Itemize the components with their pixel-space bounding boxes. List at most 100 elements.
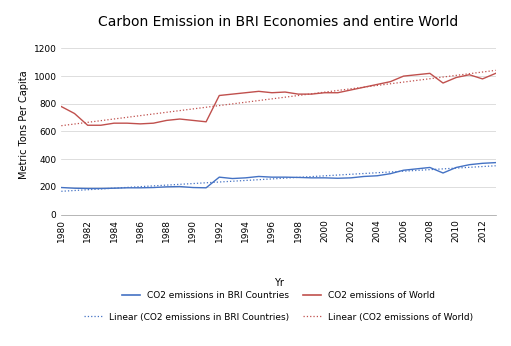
Linear (CO2 emissions in BRI Countries) bbox=[335, 173, 341, 177]
CO2 emissions of World bbox=[493, 71, 499, 75]
Linear (CO2 emissions of World) bbox=[150, 112, 156, 116]
Linear (CO2 emissions of World) bbox=[124, 115, 130, 119]
CO2 emissions of World bbox=[466, 73, 472, 77]
CO2 emissions of World bbox=[150, 121, 156, 125]
Linear (CO2 emissions in BRI Countries) bbox=[85, 188, 91, 192]
Linear (CO2 emissions in BRI Countries) bbox=[269, 177, 275, 181]
Linear (CO2 emissions in BRI Countries) bbox=[164, 183, 170, 187]
CO2 emissions of World bbox=[387, 80, 393, 84]
CO2 emissions in BRI Countries bbox=[374, 174, 380, 178]
Linear (CO2 emissions of World) bbox=[190, 107, 196, 111]
Linear (CO2 emissions in BRI Countries) bbox=[111, 186, 117, 190]
CO2 emissions in BRI Countries bbox=[216, 175, 222, 179]
Linear (CO2 emissions of World) bbox=[479, 70, 485, 74]
Linear (CO2 emissions of World) bbox=[453, 73, 459, 78]
CO2 emissions of World bbox=[256, 89, 262, 93]
CO2 emissions in BRI Countries bbox=[150, 185, 156, 190]
Linear (CO2 emissions of World) bbox=[374, 83, 380, 88]
Linear (CO2 emissions in BRI Countries) bbox=[243, 179, 249, 183]
Text: Yr: Yr bbox=[273, 278, 284, 288]
CO2 emissions in BRI Countries bbox=[72, 186, 78, 190]
Linear (CO2 emissions in BRI Countries) bbox=[479, 164, 485, 169]
Linear (CO2 emissions in BRI Countries) bbox=[493, 164, 499, 168]
CO2 emissions in BRI Countries bbox=[295, 175, 301, 180]
Linear (CO2 emissions of World) bbox=[203, 105, 209, 109]
Linear (CO2 emissions in BRI Countries) bbox=[124, 185, 130, 190]
Linear (CO2 emissions of World) bbox=[308, 92, 314, 96]
Line: CO2 emissions in BRI Countries: CO2 emissions in BRI Countries bbox=[61, 163, 496, 189]
CO2 emissions of World bbox=[203, 120, 209, 124]
CO2 emissions of World bbox=[98, 123, 104, 127]
Linear (CO2 emissions of World) bbox=[72, 122, 78, 126]
Linear (CO2 emissions of World) bbox=[282, 95, 288, 99]
Linear (CO2 emissions of World) bbox=[493, 68, 499, 72]
Linear (CO2 emissions in BRI Countries) bbox=[282, 176, 288, 180]
CO2 emissions in BRI Countries bbox=[427, 165, 433, 170]
CO2 emissions in BRI Countries bbox=[387, 172, 393, 176]
Linear (CO2 emissions in BRI Countries) bbox=[387, 170, 393, 174]
Linear (CO2 emissions of World) bbox=[216, 103, 222, 108]
Linear (CO2 emissions of World) bbox=[229, 102, 236, 106]
Linear (CO2 emissions in BRI Countries) bbox=[256, 177, 262, 182]
CO2 emissions of World bbox=[335, 91, 341, 95]
CO2 emissions in BRI Countries bbox=[269, 175, 275, 179]
Line: Linear (CO2 emissions in BRI Countries): Linear (CO2 emissions in BRI Countries) bbox=[61, 166, 496, 191]
CO2 emissions in BRI Countries bbox=[177, 184, 183, 189]
CO2 emissions in BRI Countries bbox=[282, 175, 288, 179]
CO2 emissions of World bbox=[72, 111, 78, 116]
Linear (CO2 emissions of World) bbox=[164, 110, 170, 114]
CO2 emissions of World bbox=[111, 121, 117, 125]
CO2 emissions in BRI Countries bbox=[190, 185, 196, 190]
CO2 emissions in BRI Countries bbox=[256, 174, 262, 179]
CO2 emissions in BRI Countries bbox=[111, 186, 117, 190]
Linear (CO2 emissions of World) bbox=[58, 124, 64, 128]
Y-axis label: Metric Tons Per Capita: Metric Tons Per Capita bbox=[19, 70, 29, 179]
CO2 emissions of World bbox=[401, 74, 407, 78]
Linear (CO2 emissions of World) bbox=[177, 109, 183, 113]
CO2 emissions in BRI Countries bbox=[335, 176, 341, 180]
CO2 emissions of World bbox=[190, 118, 196, 122]
Legend: Linear (CO2 emissions in BRI Countries), Linear (CO2 emissions of World): Linear (CO2 emissions in BRI Countries),… bbox=[84, 312, 473, 321]
Linear (CO2 emissions of World) bbox=[111, 117, 117, 121]
CO2 emissions of World bbox=[164, 118, 170, 122]
CO2 emissions of World bbox=[479, 77, 485, 81]
CO2 emissions of World bbox=[413, 73, 420, 77]
CO2 emissions of World bbox=[137, 122, 144, 126]
Linear (CO2 emissions in BRI Countries) bbox=[374, 171, 380, 175]
Linear (CO2 emissions in BRI Countries) bbox=[440, 167, 446, 171]
Title: Carbon Emission in BRI Economies and entire World: Carbon Emission in BRI Economies and ent… bbox=[99, 15, 458, 29]
Linear (CO2 emissions of World) bbox=[321, 90, 328, 94]
Linear (CO2 emissions in BRI Countries) bbox=[137, 184, 144, 189]
Linear (CO2 emissions of World) bbox=[361, 85, 367, 89]
CO2 emissions of World bbox=[361, 85, 367, 89]
Linear (CO2 emissions in BRI Countries) bbox=[466, 165, 472, 170]
CO2 emissions in BRI Countries bbox=[493, 161, 499, 165]
CO2 emissions in BRI Countries bbox=[137, 186, 144, 190]
Linear (CO2 emissions of World) bbox=[295, 93, 301, 98]
Linear (CO2 emissions of World) bbox=[440, 75, 446, 79]
CO2 emissions in BRI Countries bbox=[243, 176, 249, 180]
CO2 emissions of World bbox=[295, 92, 301, 96]
Line: CO2 emissions of World: CO2 emissions of World bbox=[61, 73, 496, 125]
CO2 emissions of World bbox=[269, 91, 275, 95]
Linear (CO2 emissions of World) bbox=[137, 113, 144, 118]
CO2 emissions in BRI Countries bbox=[466, 163, 472, 167]
Linear (CO2 emissions of World) bbox=[427, 77, 433, 81]
CO2 emissions of World bbox=[348, 88, 354, 92]
Linear (CO2 emissions in BRI Countries) bbox=[348, 172, 354, 176]
CO2 emissions of World bbox=[308, 92, 314, 96]
Linear (CO2 emissions in BRI Countries) bbox=[58, 189, 64, 193]
CO2 emissions of World bbox=[282, 90, 288, 94]
CO2 emissions in BRI Countries bbox=[413, 167, 420, 171]
CO2 emissions in BRI Countries bbox=[361, 174, 367, 179]
CO2 emissions of World bbox=[243, 91, 249, 95]
Linear (CO2 emissions of World) bbox=[335, 88, 341, 92]
Linear (CO2 emissions of World) bbox=[85, 120, 91, 125]
CO2 emissions in BRI Countries bbox=[453, 165, 459, 170]
Linear (CO2 emissions in BRI Countries) bbox=[308, 174, 314, 179]
Linear (CO2 emissions in BRI Countries) bbox=[295, 175, 301, 180]
CO2 emissions in BRI Countries bbox=[348, 176, 354, 180]
CO2 emissions in BRI Countries bbox=[164, 185, 170, 189]
Linear (CO2 emissions in BRI Countries) bbox=[453, 166, 459, 170]
Linear (CO2 emissions in BRI Countries) bbox=[216, 180, 222, 184]
